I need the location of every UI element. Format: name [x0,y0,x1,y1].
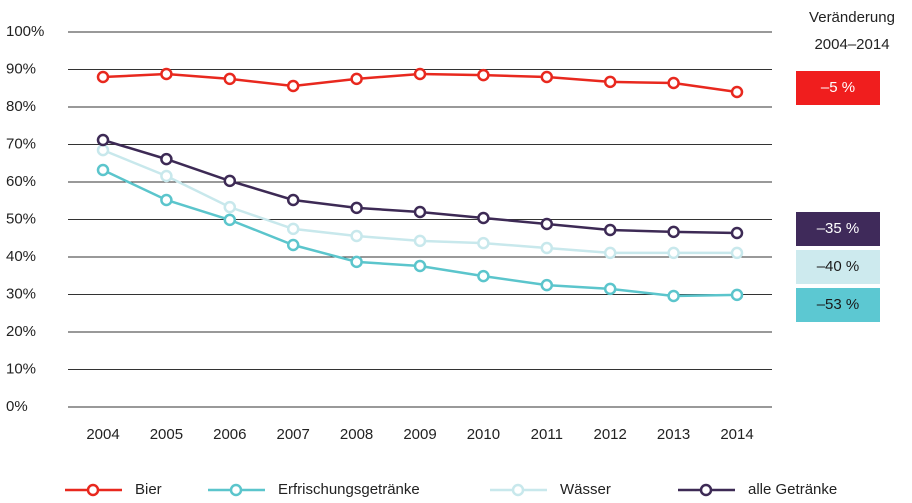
point-marker [160,169,173,183]
point-marker [286,222,300,236]
point-marker [477,68,490,82]
point-marker [540,70,554,84]
y-tick-label: 100% [6,23,44,40]
y-tick-label: 70% [6,135,36,152]
point-marker [603,75,617,89]
point-marker [350,229,363,243]
x-tick-label: 2013 [657,426,690,443]
point-marker [413,234,427,248]
x-tick-label: 2006 [213,426,246,443]
x-tick-label: 2007 [277,426,310,443]
point-marker [160,152,173,166]
point-marker [667,246,680,260]
x-tick-label: 2014 [720,426,753,443]
point-marker [160,193,173,207]
y-tick-label: 50% [6,210,36,227]
x-tick-label: 2005 [150,426,183,443]
point-marker [413,205,427,219]
x-tick-label: 2008 [340,426,373,443]
y-tick-label: 30% [6,285,36,302]
change-label: –53 % [817,296,860,313]
point-marker [730,246,744,260]
change-label: –35 % [817,220,860,237]
point-marker [730,226,744,240]
legend-label: Bier [135,481,162,498]
y-tick-label: 90% [6,60,36,77]
point-marker [540,278,554,292]
point-marker [603,282,617,296]
point-marker [667,289,680,303]
point-marker [730,85,744,99]
y-tick-label: 10% [6,360,36,377]
point-marker [223,213,237,227]
point-marker [160,67,173,81]
change-label: –40 % [817,258,860,275]
point-marker [223,72,237,86]
legend-marker [229,483,243,497]
point-marker [477,236,490,250]
change-badge [796,71,880,105]
legend-marker [699,483,713,497]
point-marker [603,223,617,237]
point-marker [350,201,363,215]
point-marker [477,211,490,225]
point-marker [730,288,744,302]
point-marker [413,259,427,273]
point-marker [540,241,554,255]
point-marker [350,72,363,86]
legend-label: alle Getränke [748,481,837,498]
x-tick-label: 2010 [467,426,500,443]
point-marker [96,163,110,177]
point-marker [413,67,427,81]
point-marker [477,269,490,283]
point-marker [667,76,680,90]
point-marker [286,238,300,252]
x-tick-label: 2004 [86,426,119,443]
series-line [102,168,738,298]
legend-label: Wässer [560,481,611,498]
annotation-title: Veränderung [809,9,895,26]
legend-marker [86,483,100,497]
change-badge [796,212,880,246]
point-marker [603,246,617,260]
change-badge [796,288,880,322]
point-marker [286,79,300,93]
y-tick-label: 80% [6,98,36,115]
point-marker [223,174,237,188]
point-marker [350,255,363,269]
point-marker [667,225,680,239]
change-label: –5 % [821,79,855,96]
change-badge [796,250,880,284]
y-tick-label: 20% [6,323,36,340]
point-marker [96,133,110,147]
point-marker [96,143,110,157]
point-marker [96,70,110,84]
x-tick-label: 2012 [594,426,627,443]
point-marker [540,217,554,231]
point-marker [286,193,300,207]
x-tick-label: 2011 [531,426,563,443]
x-tick-label: 2009 [403,426,436,443]
annotation-title: 2004–2014 [814,36,889,53]
y-tick-label: 40% [6,248,36,265]
y-tick-label: 60% [6,173,36,190]
legend-label: Erfrischungsgetränke [278,481,420,498]
y-tick-label: 0% [6,398,28,415]
point-marker [223,200,237,214]
legend-marker [511,483,525,497]
